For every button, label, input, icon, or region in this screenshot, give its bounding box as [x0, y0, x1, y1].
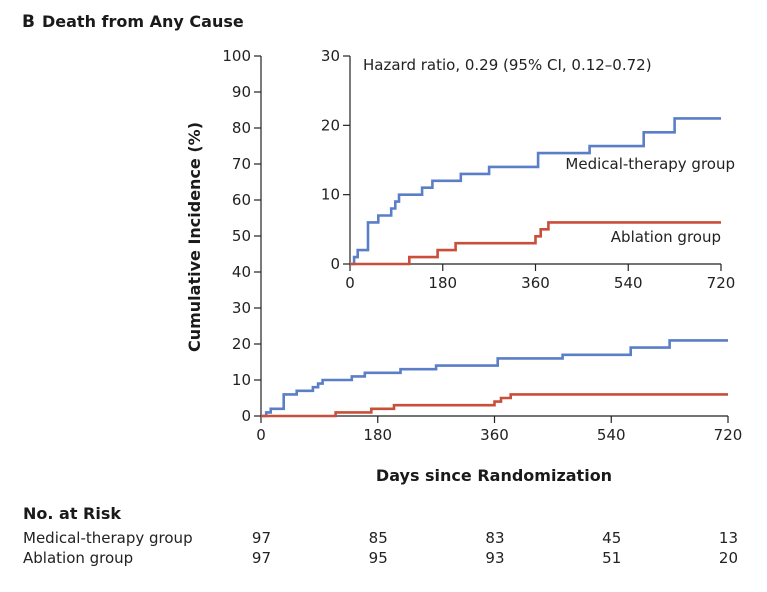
risk-table-title: No. at Risk	[23, 504, 121, 523]
inset-y-tick-label: 0	[330, 255, 340, 273]
main-x-tick-label: 720	[714, 426, 743, 444]
panel-letter: B	[22, 12, 35, 32]
risk-value: 93	[485, 549, 504, 567]
inset-series-medical	[350, 117, 721, 266]
risk-row-label: Ablation group	[23, 549, 133, 567]
risk-value: 83	[485, 529, 504, 547]
main-y-tick-label: 0	[241, 407, 251, 425]
main-y-tick-label: 70	[232, 155, 251, 173]
risk-value: 45	[602, 529, 621, 547]
inset-x-tick-label: 540	[614, 274, 643, 292]
risk-table: Medical-therapy group 97 85 83 45 13 Ablation …	[23, 529, 738, 567]
risk-value: 97	[252, 549, 271, 567]
legend-label-medical: Medical-therapy group	[565, 155, 735, 173]
main-y-tick-label: 50	[232, 227, 251, 245]
inset-x-tick-label: 180	[428, 274, 457, 292]
main-y-tick-label: 80	[232, 119, 251, 137]
risk-value: 20	[719, 549, 738, 567]
main-x-axis-label: Days since Randomization	[376, 466, 612, 485]
main-y-tick-label: 60	[232, 191, 251, 209]
inset-plot: 0 10 20 30 0 180 360 540 720	[321, 47, 735, 292]
main-series-medical	[261, 339, 728, 418]
inset-x-tick-label: 720	[707, 274, 736, 292]
main-y-tick-label: 90	[232, 83, 251, 101]
main-y-tick-label: 100	[222, 47, 251, 65]
main-x-tick-label: 180	[363, 426, 392, 444]
main-x-tick-label: 360	[480, 426, 509, 444]
risk-value: 97	[252, 529, 271, 547]
inset-x-tick-label: 0	[345, 274, 355, 292]
main-y-tick-label: 30	[232, 299, 251, 317]
legend-label-ablation: Ablation group	[611, 228, 721, 246]
risk-value: 51	[602, 549, 621, 567]
main-y-tick-label: 20	[232, 335, 251, 353]
main-y-tick-label: 10	[232, 371, 251, 389]
main-series-ablation	[261, 393, 728, 418]
main-y-tick-label: 40	[232, 263, 251, 281]
inset-series-ablation	[350, 221, 721, 266]
hazard-ratio-annotation: Hazard ratio, 0.29 (95% CI, 0.12–0.72)	[363, 56, 652, 74]
inset-y-tick-label: 20	[321, 116, 340, 134]
risk-value: 85	[369, 529, 388, 547]
main-y-axis-label: Cumulative Incidence (%)	[185, 122, 204, 352]
risk-value: 13	[719, 529, 738, 547]
main-x-tick-label: 0	[256, 426, 266, 444]
inset-y-tick-label: 30	[321, 47, 340, 65]
inset-y-tick-label: 10	[321, 186, 340, 204]
panel-title: Death from Any Cause	[42, 12, 244, 31]
main-x-tick-label: 540	[597, 426, 626, 444]
risk-value: 95	[369, 549, 388, 567]
inset-x-tick-label: 360	[521, 274, 550, 292]
risk-row-label: Medical-therapy group	[23, 529, 193, 547]
